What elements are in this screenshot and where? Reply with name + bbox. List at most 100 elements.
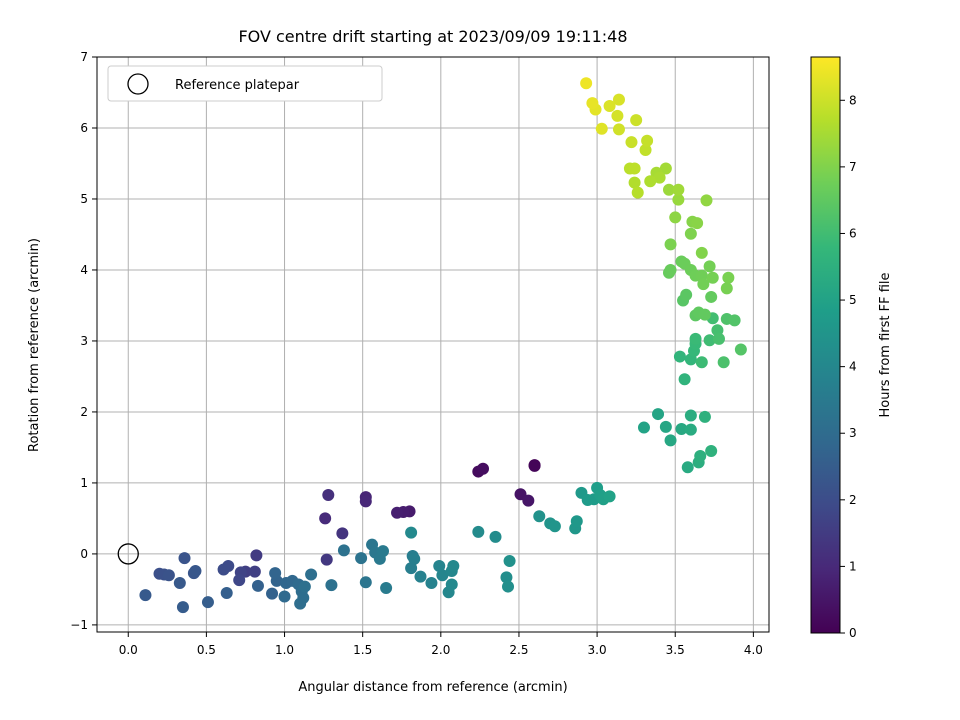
y-axis-label: Rotation from reference (arcmin)	[27, 238, 42, 452]
data-point	[680, 288, 693, 301]
data-point	[612, 123, 625, 136]
data-point	[500, 571, 513, 584]
data-point	[336, 527, 349, 540]
gridlines	[97, 56, 769, 632]
data-point	[528, 459, 541, 472]
x-tick-label: 1.5	[353, 643, 372, 657]
data-point	[391, 506, 404, 519]
colorbar-tick-label: 2	[849, 493, 857, 507]
data-point	[684, 423, 697, 436]
data-point	[611, 109, 624, 122]
data-point	[477, 462, 490, 475]
plot-frame	[96, 56, 770, 633]
data-point	[695, 356, 708, 369]
colorbar-tick-label: 8	[849, 93, 857, 107]
data-point	[703, 334, 716, 347]
data-point	[266, 587, 279, 600]
data-point	[325, 579, 338, 592]
legend-marker-icon	[127, 73, 149, 95]
data-point	[673, 350, 686, 363]
data-point	[376, 545, 389, 558]
data-point	[664, 434, 677, 447]
data-point	[380, 581, 393, 594]
data-point	[698, 308, 711, 321]
data-point	[630, 114, 643, 127]
data-point	[675, 422, 688, 435]
legend-box	[107, 65, 383, 102]
colorbar-tick-label: 4	[849, 360, 857, 374]
data-point	[664, 238, 677, 251]
data-point	[445, 578, 458, 591]
y-tick-label: 0	[80, 547, 88, 561]
data-point	[603, 490, 616, 503]
x-tick-label: 2.5	[509, 643, 528, 657]
data-point	[405, 526, 418, 539]
legend: Reference platepar	[107, 65, 383, 102]
y-tick-label: 5	[80, 192, 88, 206]
data-point	[639, 143, 652, 156]
data-point	[669, 211, 682, 224]
data-point	[248, 565, 261, 578]
data-point	[684, 409, 697, 422]
data-point	[297, 591, 310, 604]
data-point	[408, 552, 421, 565]
data-point	[189, 564, 202, 577]
data-point	[580, 77, 593, 90]
y-tick-label: 2	[80, 405, 88, 419]
data-point	[162, 569, 175, 582]
y-tick-label: 1	[80, 476, 88, 490]
data-point	[728, 314, 741, 327]
x-axis-ticks: 0.0 0.5 1.0 1.5 2.0 2.5 3.0 3.5 4.0	[119, 632, 763, 657]
data-point	[570, 515, 583, 528]
data-point	[705, 444, 718, 457]
data-point	[612, 93, 625, 106]
data-point	[139, 589, 152, 602]
data-point	[662, 183, 675, 196]
data-point	[644, 175, 657, 188]
data-point	[533, 510, 546, 523]
data-point	[628, 176, 641, 189]
data-point	[447, 559, 460, 572]
reference-platepar-marker	[117, 543, 139, 565]
data-point	[436, 569, 449, 582]
data-point	[720, 282, 733, 295]
colorbar: 0 1 2 3 4 5 6 7 8 Hours from first FF file	[810, 56, 893, 640]
y-tick-label: 6	[80, 121, 88, 135]
data-point	[250, 549, 263, 562]
colorbar-ticks: 0 1 2 3 4 5 6 7 8	[840, 93, 857, 640]
y-tick-label: −1	[70, 618, 88, 632]
colorbar-tick-label: 7	[849, 160, 857, 174]
data-point	[251, 579, 264, 592]
data-point	[472, 525, 485, 538]
data-point	[694, 449, 707, 462]
data-point	[405, 562, 418, 575]
colorbar-tick-label: 6	[849, 226, 857, 240]
data-point	[652, 408, 665, 421]
x-tick-label: 2.0	[431, 643, 450, 657]
data-point	[712, 332, 725, 345]
data-point	[359, 495, 372, 508]
data-point	[489, 530, 502, 543]
data-point	[631, 186, 644, 199]
legend-entry-label: Reference platepar	[175, 78, 300, 93]
data-point	[217, 563, 230, 576]
reference-marker-group	[117, 543, 139, 565]
y-axis-ticks: −1 0 1 2 3 4 5 6 7	[70, 50, 97, 632]
data-point	[659, 420, 672, 433]
data-point	[298, 580, 311, 593]
y-tick-label: 4	[80, 263, 88, 277]
x-tick-label: 3.5	[666, 643, 685, 657]
data-point	[641, 134, 654, 147]
data-point	[178, 552, 191, 565]
data-point	[628, 162, 641, 175]
data-point	[700, 194, 713, 207]
data-point	[689, 332, 702, 345]
data-point	[706, 271, 719, 284]
data-point	[502, 580, 515, 593]
data-point	[637, 421, 650, 434]
colorbar-tick-label: 0	[849, 626, 857, 640]
x-tick-label: 0.0	[119, 643, 138, 657]
data-point	[681, 461, 694, 474]
data-points	[139, 77, 747, 614]
